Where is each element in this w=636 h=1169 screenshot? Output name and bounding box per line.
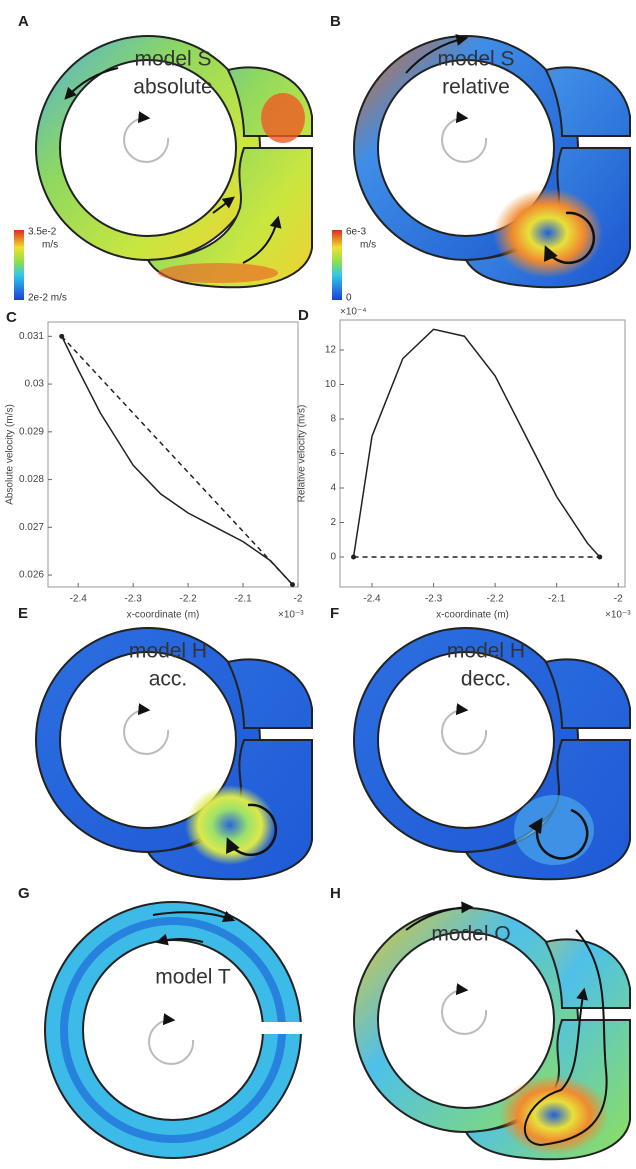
x-multiplier: ×10⁻³ xyxy=(605,610,631,621)
model-title: model H xyxy=(447,640,525,663)
colorbar-max: 3.5e-2 xyxy=(28,227,57,238)
colorbar xyxy=(332,230,342,300)
panel-label: D xyxy=(298,307,309,324)
colorbar-max: 6e-3 xyxy=(346,227,366,238)
panel-label: E xyxy=(18,605,28,622)
x-tick-label: -2.1 xyxy=(548,594,566,605)
colorbar-unit: m/s xyxy=(360,240,376,251)
x-tick-label: -2 xyxy=(614,594,623,605)
panel-e: E model H acc. xyxy=(18,605,313,881)
x-axis-label: x-coordinate (m) xyxy=(127,610,200,621)
y-tick-label: 0.03 xyxy=(25,379,45,390)
y-tick-label: 0.031 xyxy=(19,331,44,342)
x-tick-label: -2.2 xyxy=(179,594,197,605)
point xyxy=(59,333,65,339)
x-multiplier: ×10⁻³ xyxy=(278,610,304,621)
model-subtitle: decc. xyxy=(461,668,511,691)
colorbar-unit: m/s xyxy=(42,240,58,251)
panel-label: A xyxy=(18,13,29,30)
panel-g: G model T xyxy=(18,885,308,1160)
model-title: model S xyxy=(437,48,514,71)
x-tick-label: -2.2 xyxy=(487,594,505,605)
panel-label: F xyxy=(330,605,339,622)
model-subtitle: acc. xyxy=(149,668,188,691)
point xyxy=(290,582,296,588)
panel-label: H xyxy=(330,885,341,902)
x-tick-label: -2.4 xyxy=(363,594,381,605)
point xyxy=(351,554,357,560)
y-tick-label: 0.027 xyxy=(19,522,44,533)
panel-h: H model O xyxy=(330,885,631,1161)
y-tick-label: 12 xyxy=(325,345,337,356)
x-tick-label: -2.3 xyxy=(425,594,443,605)
y-axis-label: Absolute velocity (m/s) xyxy=(5,404,16,505)
panel-a: A model S absolute 3.5e-2 m/s 2e-2 m/s xyxy=(14,13,313,304)
model-title: model H xyxy=(129,640,207,663)
point xyxy=(597,554,603,560)
model-title: model O xyxy=(431,923,510,946)
y-tick-label: 0 xyxy=(330,552,336,563)
model-title: model T xyxy=(155,966,231,989)
colorbar xyxy=(14,230,24,300)
model-subtitle: relative xyxy=(442,76,510,99)
panel-b: B model S relative 6e-3 m/s 0 xyxy=(330,13,631,304)
x-tick-label: -2.3 xyxy=(125,594,143,605)
x-tick-label: -2.1 xyxy=(234,594,252,605)
panel-label: B xyxy=(330,13,341,30)
y-tick-label: 0.026 xyxy=(19,570,44,581)
charts: C -2.4 -2.3 -2.2 -2.1 -2 0.026 0.027 0.028 0.029 0… xyxy=(5,307,632,621)
y-tick-label: 0.029 xyxy=(19,426,44,437)
y-tick-label: 8 xyxy=(330,414,336,425)
y-tick-label: 4 xyxy=(330,483,336,494)
series-line xyxy=(61,335,294,586)
y-tick-label: 0.028 xyxy=(19,474,44,485)
model-title: model S xyxy=(134,48,211,71)
x-tick-label: -2 xyxy=(294,594,303,605)
y-multiplier: ×10⁻⁴ xyxy=(340,307,367,318)
x-axis-label: x-coordinate (m) xyxy=(436,610,509,621)
y-tick-label: 6 xyxy=(330,448,336,459)
model-subtitle: absolute xyxy=(133,76,212,99)
colorbar-min: 2e-2 m/s xyxy=(28,293,67,304)
series-line xyxy=(352,328,601,558)
panel-f: F model H decc. xyxy=(330,605,631,881)
colorbar-min: 0 xyxy=(346,293,352,304)
panel-label: C xyxy=(6,309,17,326)
y-axis-label: Relative velocity (m/s) xyxy=(297,405,308,503)
y-tick-label: 10 xyxy=(325,379,337,390)
series-line xyxy=(61,335,294,586)
y-tick-label: 2 xyxy=(330,517,336,528)
panel-label: G xyxy=(18,885,30,902)
x-tick-label: -2.4 xyxy=(70,594,88,605)
plot-frame xyxy=(47,321,299,588)
